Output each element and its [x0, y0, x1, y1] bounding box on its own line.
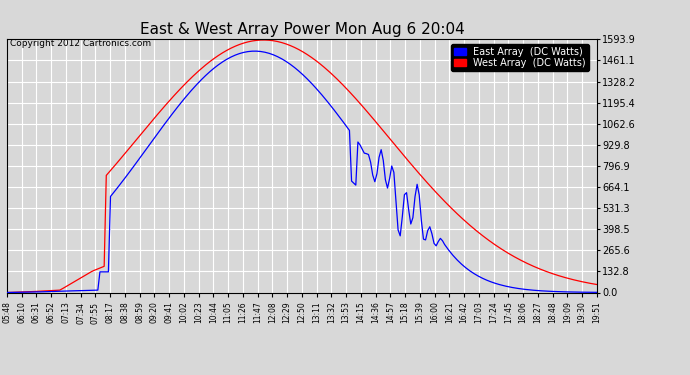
Text: Copyright 2012 Cartronics.com: Copyright 2012 Cartronics.com: [10, 39, 152, 48]
Legend: East Array  (DC Watts), West Array  (DC Watts): East Array (DC Watts), West Array (DC Wa…: [451, 44, 589, 71]
Title: East & West Array Power Mon Aug 6 20:04: East & West Array Power Mon Aug 6 20:04: [139, 22, 464, 37]
